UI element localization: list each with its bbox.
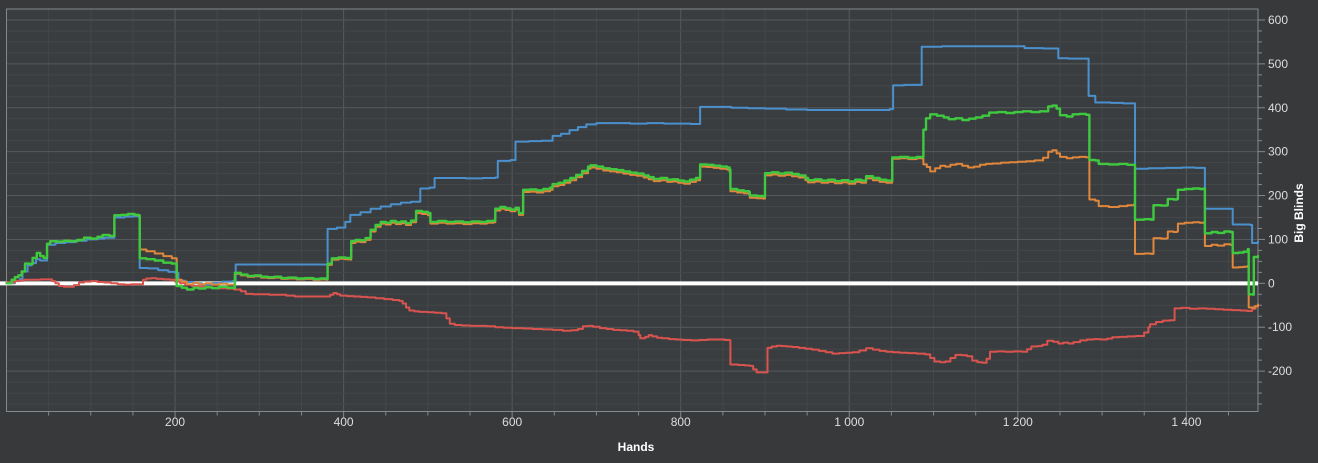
y-tick-label: 100 bbox=[1268, 232, 1288, 246]
y-tick-label: 600 bbox=[1268, 13, 1288, 27]
x-tick-label: 600 bbox=[502, 415, 522, 429]
y-tick-label: -200 bbox=[1268, 364, 1292, 378]
series-lines bbox=[5, 45, 1260, 374]
y-tick-label: 0 bbox=[1268, 276, 1275, 290]
plot-area[interactable] bbox=[6, 9, 1259, 412]
x-tick-label: 200 bbox=[165, 415, 185, 429]
tick-labels: 200 400 600 800 1 000 1 200 1 400-200-10001002… bbox=[165, 13, 1292, 429]
y-tick-label: 300 bbox=[1268, 145, 1288, 159]
x-tick-label: 800 bbox=[671, 415, 691, 429]
blue-line bbox=[5, 45, 1259, 286]
axes-border-and-ticks bbox=[6, 8, 1265, 418]
green-line bbox=[5, 104, 1260, 296]
plot-background bbox=[6, 9, 1259, 412]
y-tick-label: 500 bbox=[1268, 57, 1288, 71]
x-tick-label: 1 400 bbox=[1171, 415, 1201, 429]
orange-line bbox=[5, 149, 1259, 309]
y-tick-label: -100 bbox=[1268, 320, 1292, 334]
y-tick-label: 400 bbox=[1268, 101, 1288, 115]
x-axis-title: Hands bbox=[618, 440, 655, 454]
y-tick-label: 200 bbox=[1268, 189, 1288, 203]
y-axis-title: Big Blinds bbox=[1292, 183, 1306, 243]
x-tick-label: 1 200 bbox=[1003, 415, 1033, 429]
x-tick-label: 400 bbox=[334, 415, 354, 429]
x-tick-label: 1 000 bbox=[834, 415, 864, 429]
